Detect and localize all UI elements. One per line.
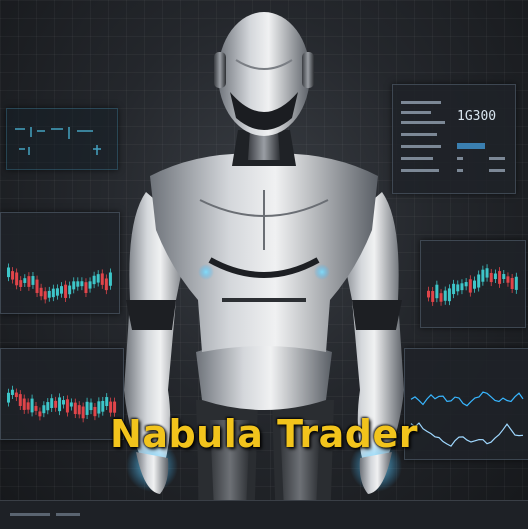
candle (109, 401, 113, 413)
candle (506, 276, 510, 283)
candle (101, 400, 105, 412)
candle (93, 406, 97, 417)
candle (30, 398, 34, 413)
candle (477, 274, 481, 288)
candle (88, 281, 92, 289)
candle (108, 272, 112, 286)
candle (104, 278, 108, 291)
candle (502, 274, 506, 280)
candle (464, 282, 468, 287)
candle (35, 279, 39, 293)
candle (73, 402, 77, 415)
candle (481, 269, 485, 282)
bottom-status-graphic (10, 513, 80, 516)
candle (443, 290, 447, 301)
candle (60, 286, 63, 294)
candle (81, 406, 85, 419)
candle (43, 291, 47, 300)
candle (85, 401, 89, 415)
candle (27, 276, 31, 287)
candle (72, 281, 76, 290)
candle (76, 281, 80, 287)
candle (498, 271, 502, 284)
candle (62, 400, 65, 405)
line-series (410, 422, 524, 447)
candle (23, 278, 27, 283)
candle (96, 274, 100, 283)
candle (431, 291, 435, 302)
candle (100, 273, 104, 285)
line-chart-panel-right-bottom (404, 348, 528, 460)
candle (77, 405, 81, 415)
candle (10, 389, 14, 395)
candle (435, 284, 439, 299)
candle (7, 267, 10, 278)
candle (510, 277, 514, 289)
candlestick-chart-panel-left-bottom (0, 348, 124, 440)
candle (7, 392, 10, 403)
candle (46, 402, 50, 411)
hud-readout-panel (6, 108, 118, 170)
candle (11, 271, 15, 280)
order-book-rows (401, 101, 505, 172)
candle (84, 282, 88, 294)
candlestick-chart-c (427, 264, 518, 306)
order-book-panel: 1G300 (392, 84, 516, 194)
title-container: Nabula Trader (0, 412, 528, 456)
candle (452, 283, 456, 295)
candle (439, 293, 443, 302)
line-chart-d (410, 391, 524, 447)
candle (51, 288, 55, 298)
candle (26, 402, 30, 410)
candle (55, 288, 59, 296)
candle (18, 394, 22, 406)
candle (39, 287, 43, 297)
candle (447, 288, 451, 302)
candle (15, 272, 19, 286)
candle (50, 398, 54, 408)
candle (485, 268, 489, 278)
candle (42, 405, 46, 414)
candle (80, 281, 84, 287)
candle (514, 276, 518, 290)
candle (31, 276, 35, 285)
candlestick-chart-b (7, 385, 117, 423)
candle (47, 290, 51, 298)
candle (113, 401, 117, 413)
candle (105, 397, 109, 407)
candle (427, 290, 430, 298)
candle (65, 399, 69, 413)
candle (468, 279, 472, 293)
candlestick-chart-a (7, 263, 112, 304)
candle (473, 280, 476, 289)
app-title: Nabula Trader (110, 412, 418, 456)
candle (68, 285, 72, 295)
candle (58, 397, 62, 412)
line-series (410, 391, 524, 407)
candle (14, 392, 18, 398)
candle (97, 401, 101, 414)
candlestick-chart-panel-right-top (420, 240, 526, 328)
candle (54, 400, 58, 408)
candle (460, 283, 464, 291)
candle (34, 405, 38, 411)
candle (92, 275, 96, 285)
candle (22, 398, 26, 410)
bottom-status-strip (0, 500, 528, 529)
candle (489, 272, 493, 283)
hud-readout-graphic (15, 127, 101, 155)
candle (64, 284, 68, 298)
candle (456, 284, 460, 292)
price-readout: 1G300 (457, 109, 497, 124)
candle (19, 280, 23, 287)
candle (69, 402, 73, 407)
candle (38, 411, 42, 417)
candlestick-chart-panel-left-top (0, 212, 120, 314)
candle (89, 402, 93, 411)
candle (493, 273, 497, 280)
